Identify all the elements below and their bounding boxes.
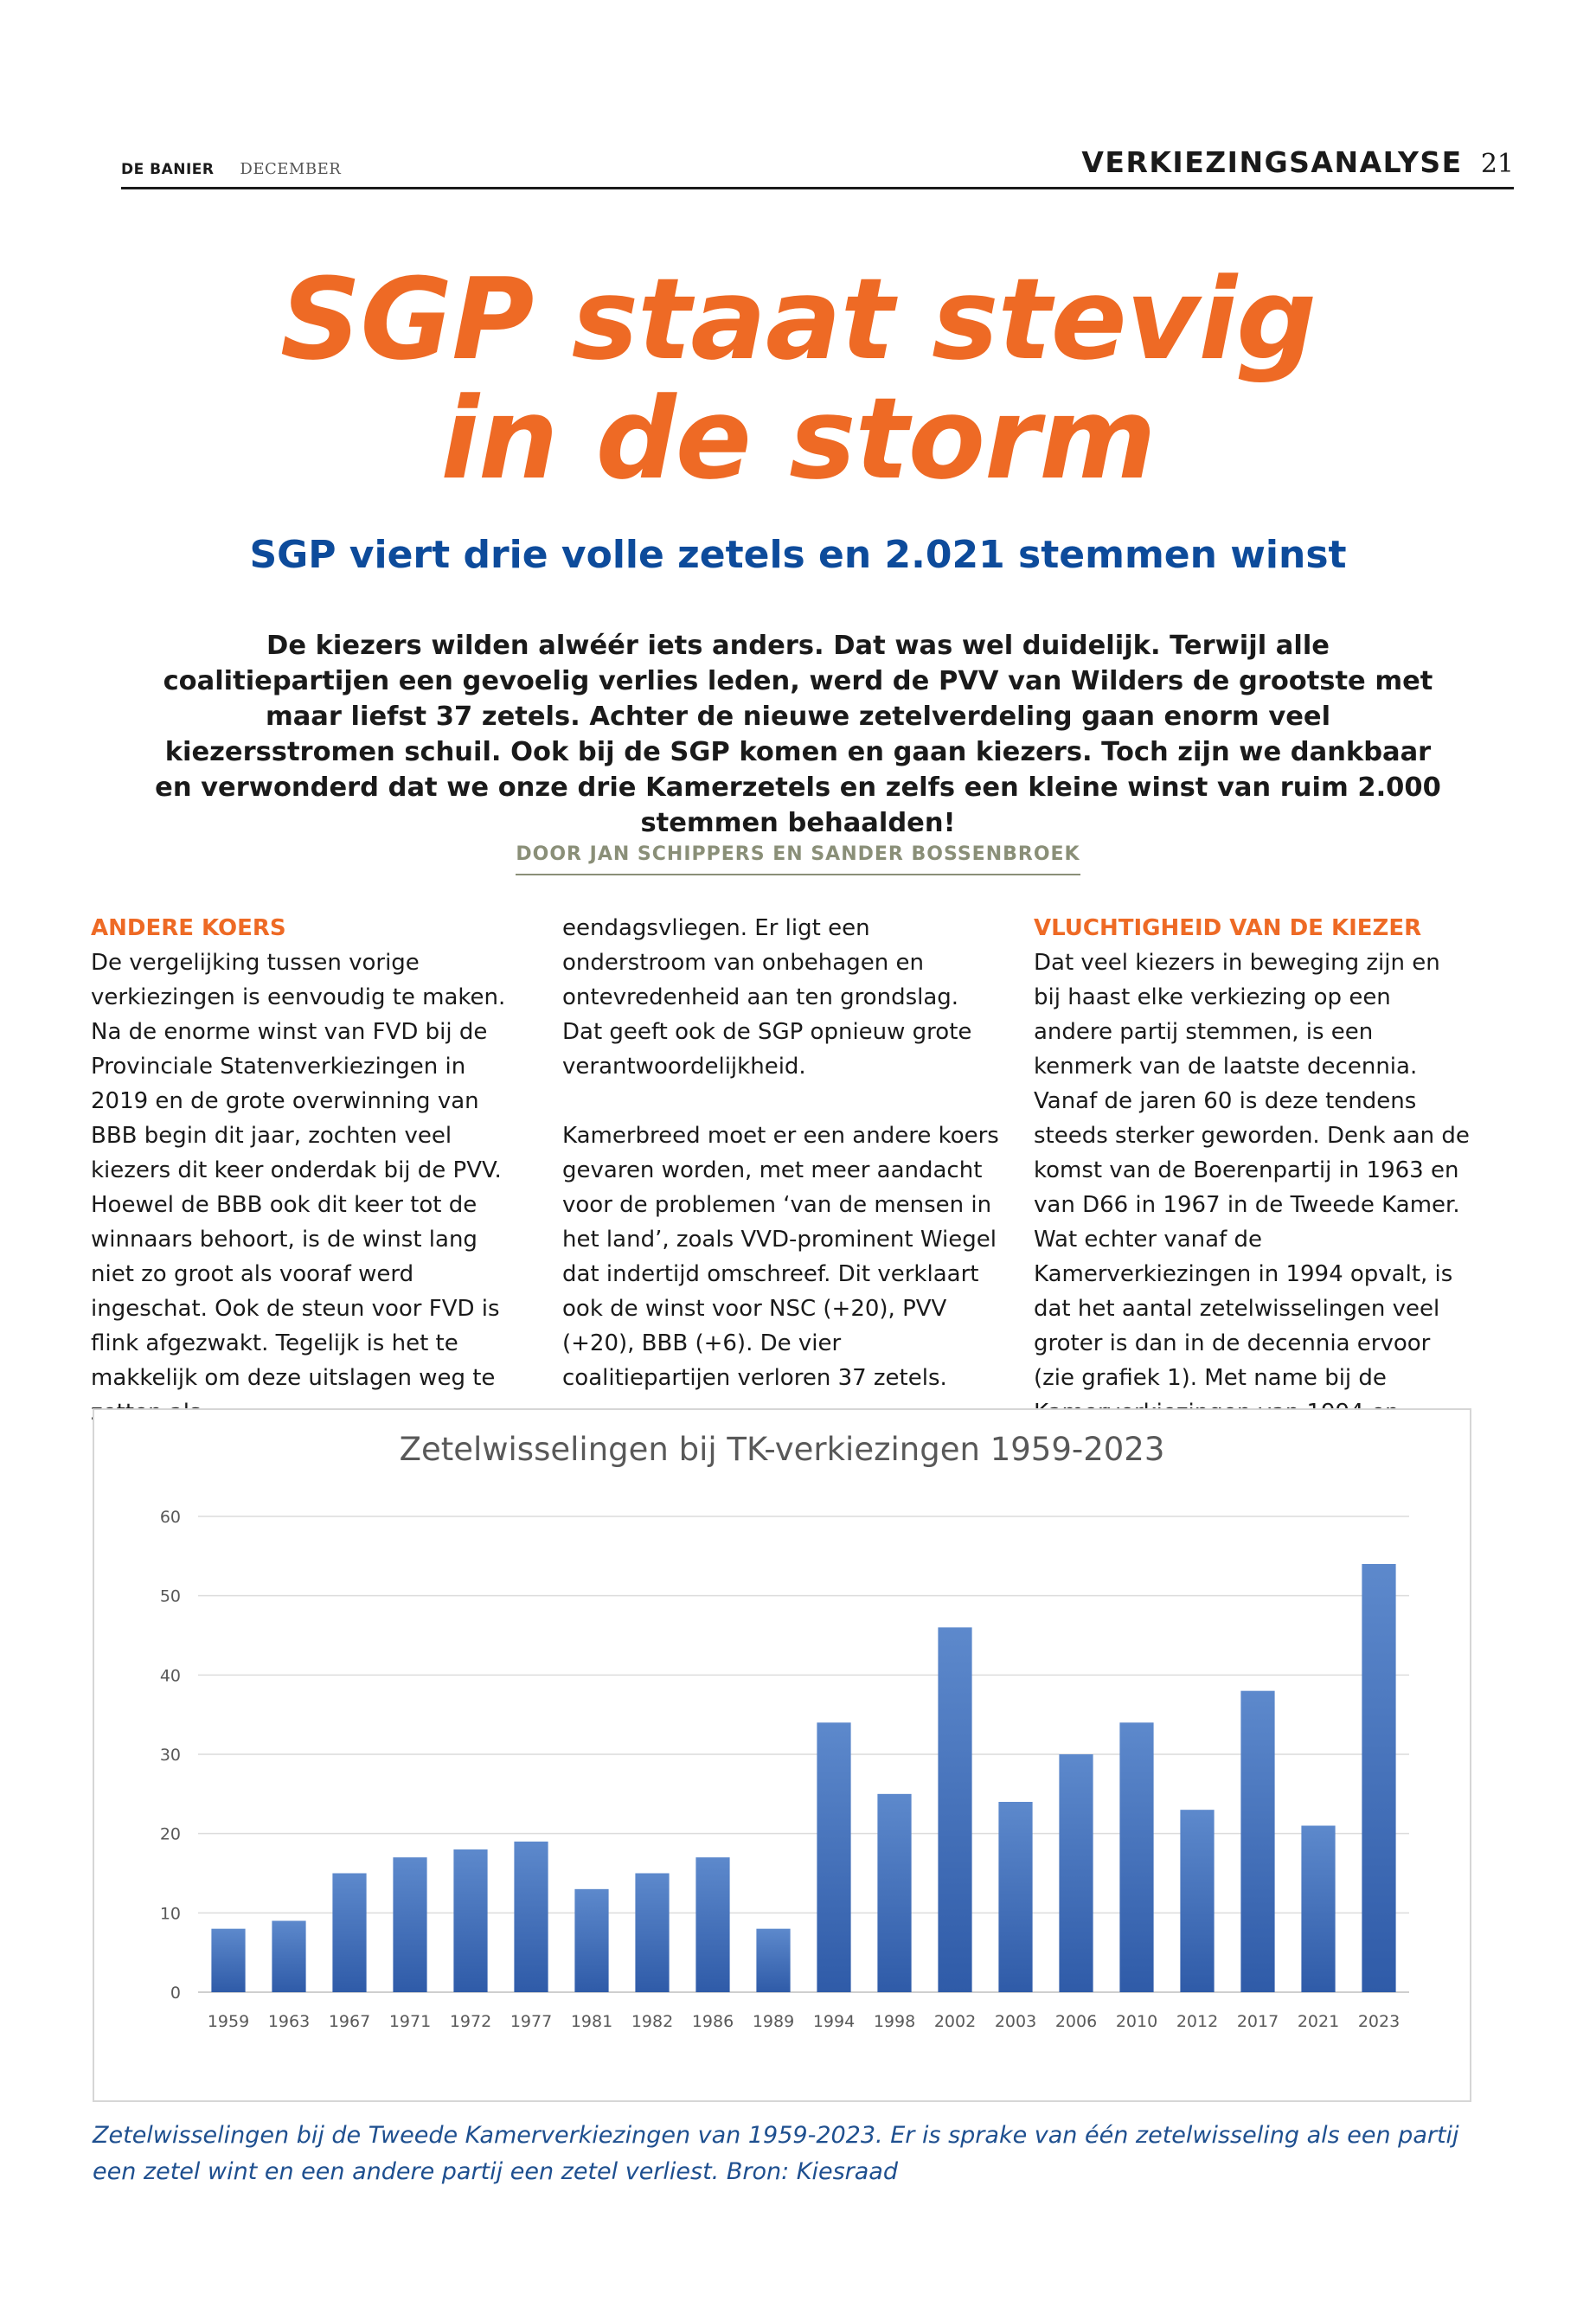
x-tick-label: 2002 (934, 2012, 976, 2031)
section-name: VERKIEZINGSANALYSE (1081, 145, 1463, 179)
byline-text: DOOR JAN SCHIPPERS EN SANDER BOSSENBROEK (516, 843, 1080, 875)
column-1-heading: ANDERE KOERS (91, 915, 286, 941)
bar-1989 (756, 1928, 791, 1992)
bar-2023 (1362, 1564, 1396, 1992)
bar-1998 (877, 1793, 912, 1992)
y-tick-label: 10 (160, 1904, 181, 1923)
x-tick-label: 2006 (1055, 2012, 1097, 2031)
chart-caption: Zetelwisselingen bij de Tweede Kamerverk… (93, 2122, 1459, 2185)
bar-2010 (1119, 1722, 1154, 1992)
bar-1967 (332, 1873, 367, 1992)
x-tick-label: 2003 (995, 2012, 1036, 2031)
x-tick-label: 1986 (692, 2012, 734, 2031)
bar-1959 (211, 1928, 246, 1992)
column-2-paragraph-1: eendagsvliegen. Er ligt een onderstroom … (562, 915, 972, 1080)
bar-1982 (635, 1873, 670, 1992)
column-1-body: De vergelijking tussen vorige verkiezing… (91, 950, 506, 1426)
article-subtitle: SGP viert drie volle zetels en 2.021 ste… (249, 533, 1347, 577)
column-2: eendagsvliegen. Er ligt een onderstroom … (562, 911, 999, 1395)
x-tick-label: 1971 (389, 2012, 431, 2031)
publication-name: DE BANIER (121, 161, 215, 178)
article-lead: De kiezers wilden alwéér iets anders. Da… (155, 631, 1441, 838)
x-tick-label: 1967 (329, 2012, 370, 2031)
x-tick-label: 1994 (813, 2012, 855, 2031)
x-tick-label: 2023 (1358, 2012, 1400, 2031)
chart-frame: Zetelwisselingen bij TK-verkiezingen 195… (93, 1408, 1471, 2102)
header-divider (121, 187, 1514, 189)
bar-2006 (1059, 1754, 1093, 1992)
bar-1986 (695, 1857, 730, 1992)
running-header-right: VERKIEZINGSANALYSE 21 (1081, 145, 1514, 179)
x-tick-label: 1982 (631, 2012, 673, 2031)
bar-1963 (272, 1920, 306, 1992)
column-3-heading: VLUCHTIGHEID VAN DE KIEZER (1034, 915, 1422, 941)
bar-2003 (998, 1802, 1033, 1992)
bar-1972 (453, 1849, 488, 1992)
bar-1994 (817, 1722, 851, 1992)
y-tick-label: 0 (170, 1984, 181, 2003)
bar-2017 (1240, 1690, 1275, 1992)
x-tick-label: 1963 (268, 2012, 310, 2031)
bar-2012 (1180, 1810, 1215, 1992)
x-tick-label: 2010 (1116, 2012, 1157, 2031)
title-line-1: SGP staat stevig (279, 253, 1317, 385)
y-tick-label: 20 (160, 1825, 181, 1844)
y-tick-label: 60 (160, 1508, 181, 1527)
bar-1981 (574, 1888, 609, 1992)
x-tick-label: 2012 (1176, 2012, 1218, 2031)
x-tick-label: 1972 (450, 2012, 491, 2031)
x-tick-label: 1981 (571, 2012, 612, 2031)
y-tick-label: 30 (160, 1746, 181, 1765)
byline: DOOR JAN SCHIPPERS EN SANDER BOSSENBROEK (0, 843, 1596, 875)
column-3: VLUCHTIGHEID VAN DE KIEZER Dat veel kiez… (1034, 911, 1471, 1430)
x-tick-label: 2021 (1298, 2012, 1339, 2031)
column-1: ANDERE KOERS De vergelijking tussen vori… (91, 911, 528, 1430)
chart-title: Zetelwisselingen bij TK-verkiezingen 195… (399, 1431, 1165, 1468)
x-tick-label: 1998 (874, 2012, 915, 2031)
x-tick-label: 2017 (1237, 2012, 1279, 2031)
x-tick-label: 1977 (510, 2012, 552, 2031)
x-tick-label: 1989 (753, 2012, 794, 2031)
bar-2021 (1301, 1825, 1336, 1992)
issue-month: DECEMBER (240, 160, 342, 178)
bar-1971 (393, 1857, 427, 1992)
page-number: 21 (1480, 149, 1514, 179)
running-header-left: DE BANIER DECEMBER (121, 160, 341, 178)
column-2-paragraph-2: Kamerbreed moet er een andere koers geva… (562, 1123, 999, 1391)
bar-chart: 0 10 20 30 40 50 60 1959 1963 1967 1971 1972 1977 198… (160, 1508, 1409, 2031)
column-3-body: Dat veel kiezers in beweging zijn en bij… (1034, 950, 1470, 1426)
bar-1977 (514, 1841, 548, 1992)
y-tick-label: 50 (160, 1587, 181, 1606)
title-line-2: in de storm (440, 373, 1156, 504)
x-tick-label: 1959 (208, 2012, 249, 2031)
y-tick-label: 40 (160, 1666, 181, 1685)
article-title: SGP staat stevig in de storm (0, 260, 1596, 498)
bar-2002 (938, 1627, 972, 1992)
